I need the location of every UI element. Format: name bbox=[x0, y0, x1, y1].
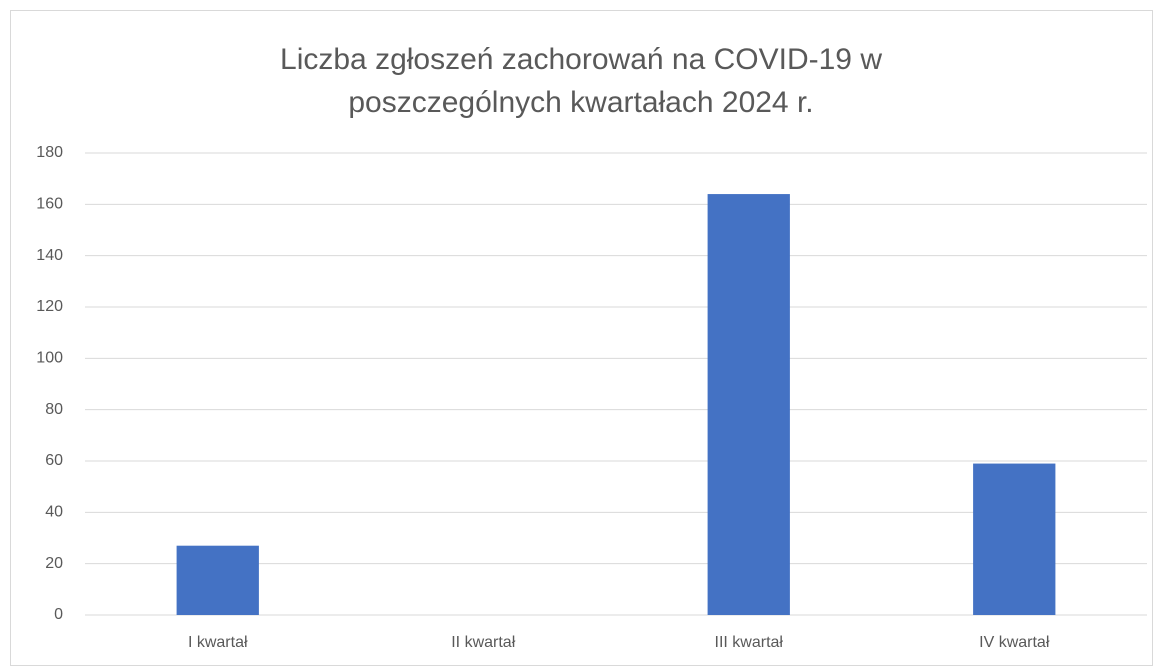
y-tick-label: 120 bbox=[36, 298, 63, 315]
x-tick-label: I kwartał bbox=[188, 634, 248, 651]
y-tick-label: 0 bbox=[54, 606, 63, 623]
y-tick-label: 140 bbox=[36, 247, 63, 264]
x-tick-label: II kwartał bbox=[451, 634, 515, 651]
x-tick-label: IV kwartał bbox=[979, 634, 1050, 651]
y-tick-label: 180 bbox=[36, 144, 63, 161]
bar bbox=[176, 545, 259, 615]
y-tick-label: 40 bbox=[45, 504, 63, 521]
x-tick-label: III kwartał bbox=[715, 634, 784, 651]
y-tick-label: 60 bbox=[45, 452, 63, 469]
y-tick-label: 100 bbox=[36, 350, 63, 367]
bar bbox=[973, 463, 1056, 615]
y-tick-label: 20 bbox=[45, 555, 63, 572]
bar bbox=[707, 194, 790, 616]
y-tick-label: 80 bbox=[45, 401, 63, 418]
chart-title: Liczba zgłoszeń zachorowań na COVID-19 w… bbox=[280, 43, 882, 119]
y-tick-label: 160 bbox=[36, 196, 63, 213]
